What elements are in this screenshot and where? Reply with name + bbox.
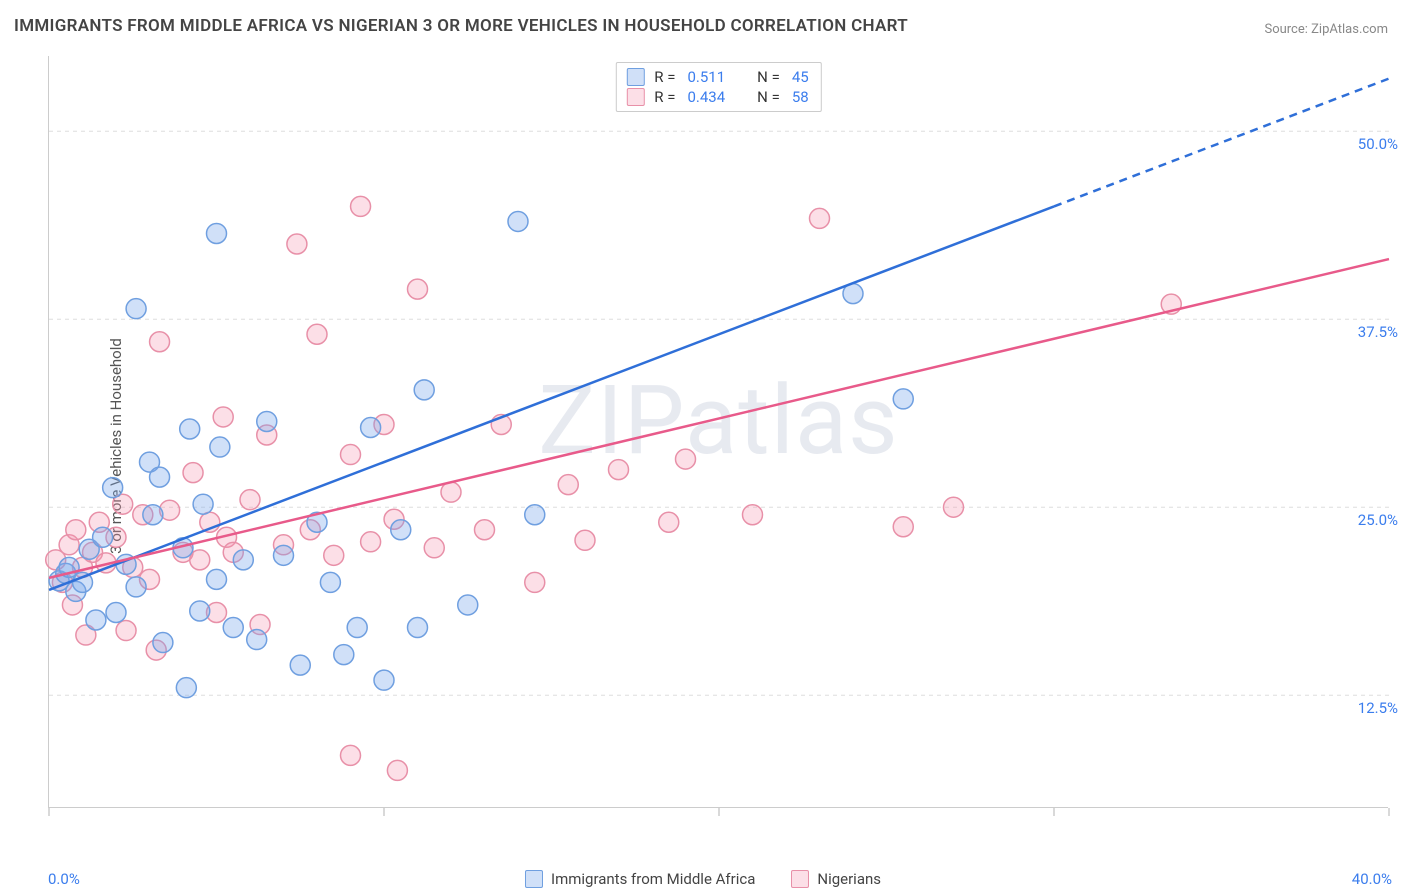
r-label-1: R = bbox=[654, 68, 675, 86]
legend-item-series1: Immigrants from Middle Africa bbox=[525, 870, 755, 888]
r-value-1: 0.511 bbox=[687, 68, 725, 86]
legend-item-series2: Nigerians bbox=[791, 870, 881, 888]
source-attribution: Source: ZipAtlas.com bbox=[1264, 22, 1388, 37]
n-value-1: 45 bbox=[792, 68, 809, 86]
plot-area: ZIPatlas R = 0.511 N = 45 R = 0.434 N = … bbox=[48, 56, 1388, 808]
legend-row-series1: R = 0.511 N = 45 bbox=[626, 67, 810, 87]
y-tick-label: 50.0% bbox=[1358, 135, 1398, 153]
y-tick-label: 25.0% bbox=[1358, 511, 1398, 529]
series-legend: Immigrants from Middle Africa Nigerians bbox=[525, 870, 881, 888]
scatter-plot-svg bbox=[49, 56, 1389, 808]
legend-label-series2: Nigerians bbox=[817, 870, 881, 888]
n-value-2: 58 bbox=[792, 88, 809, 106]
chart-title: IMMIGRANTS FROM MIDDLE AFRICA VS NIGERIA… bbox=[14, 16, 908, 36]
swatch-series2 bbox=[626, 88, 644, 106]
legend-row-series2: R = 0.434 N = 58 bbox=[626, 87, 810, 107]
swatch-series2-bottom bbox=[791, 870, 809, 888]
legend-label-series1: Immigrants from Middle Africa bbox=[551, 870, 755, 888]
x-tick-min: 0.0% bbox=[48, 870, 80, 888]
chart-container: IMMIGRANTS FROM MIDDLE AFRICA VS NIGERIA… bbox=[0, 0, 1406, 892]
r-label-2: R = bbox=[654, 88, 675, 106]
r-value-2: 0.434 bbox=[687, 88, 725, 106]
n-label-2: N = bbox=[757, 88, 780, 106]
swatch-series1-bottom bbox=[525, 870, 543, 888]
correlation-legend: R = 0.511 N = 45 R = 0.434 N = 58 bbox=[615, 62, 821, 112]
n-label-1: N = bbox=[757, 68, 780, 86]
swatch-series1 bbox=[626, 68, 644, 86]
x-tick-max: 40.0% bbox=[1352, 870, 1392, 888]
y-tick-label: 37.5% bbox=[1358, 323, 1398, 341]
y-tick-label: 12.5% bbox=[1358, 699, 1398, 717]
